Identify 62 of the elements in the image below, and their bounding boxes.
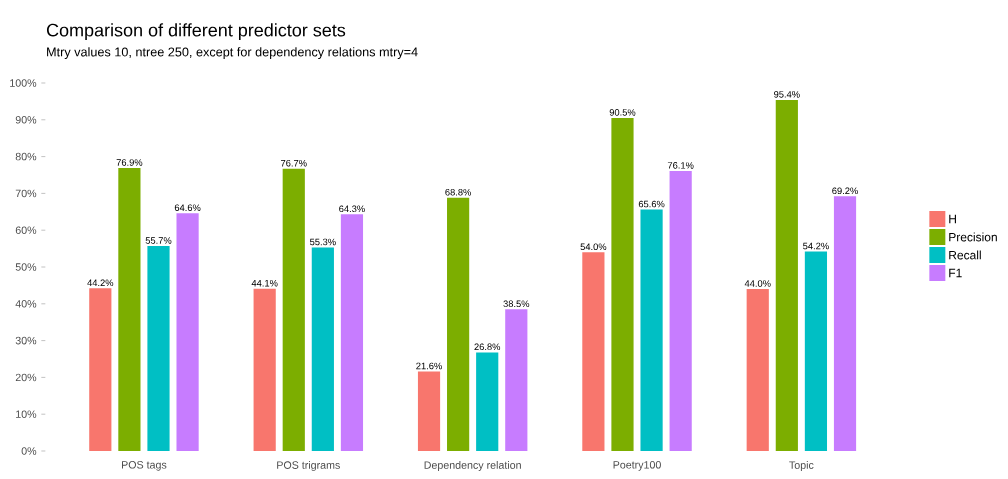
data-label: 38.5% [503,300,530,308]
legend-label: H [949,214,956,224]
chart-title: Comparison of different predictor sets [46,23,346,41]
data-label: 55.7% [145,237,172,244]
bar [640,209,663,451]
bar [176,213,199,451]
y-tick-label: 50% [15,263,37,271]
y-tick-label: 40% [15,300,37,308]
y-tick-label: 60% [15,226,37,234]
bar [476,352,499,451]
y-tick-label: 20% [15,373,37,382]
legend-label: Precision [949,232,997,242]
data-label: 76.7% [281,159,307,167]
data-label: 44.2% [87,279,114,287]
data-label: 76.1% [667,162,694,169]
data-label: 64.6% [174,204,201,211]
bar [340,214,364,451]
data-label: 69.2% [832,187,858,195]
x-tick-label: POS trigrams [277,461,340,471]
y-tick-label: 100% [10,79,37,87]
data-label: 65.6% [638,200,665,208]
x-tick-label: Poetry100 [613,461,661,471]
bar [746,289,769,451]
legend-label: Recall [949,250,981,260]
bar [669,170,692,451]
y-tick-label: 70% [15,189,37,198]
data-label: 21.6% [416,362,442,370]
bar [775,99,798,451]
legend-label: F1 [949,268,962,278]
bar [89,288,112,451]
data-label: 90.5% [609,109,636,116]
bar [804,251,828,451]
bar [311,247,334,451]
y-tick-label: 0% [21,447,37,455]
data-label: 44.1% [251,279,278,287]
data-label: 44.0% [744,280,771,287]
data-label: 54.0% [580,243,607,250]
data-label: 55.3% [310,238,336,246]
y-tick-label: 90% [15,116,37,124]
bar [147,246,170,451]
bar [611,117,634,451]
data-label: 76.9% [116,159,143,166]
y-tick-label: 30% [15,336,37,345]
bar [118,168,141,451]
data-label: 68.8% [445,188,472,196]
bar [505,309,528,451]
bar [253,288,276,451]
x-tick-label: POS tags [122,461,167,471]
bar [417,371,441,451]
data-label: 26.8% [474,343,501,351]
bar [447,197,470,451]
bar [582,252,605,451]
data-label: 54.2% [803,242,829,250]
chart-subtitle: Mtry values 10, ntree 250, except for dependency relations mtry=4 [47,47,418,59]
y-tick-label: 10% [16,410,37,418]
data-label: 95.4% [774,91,800,98]
bar [833,196,857,451]
data-label: 64.3% [339,205,365,213]
bar [282,168,305,451]
x-tick-label: Dependency relation [424,461,521,471]
y-tick-label: 80% [15,152,37,161]
x-tick-label: Topic [789,461,814,471]
